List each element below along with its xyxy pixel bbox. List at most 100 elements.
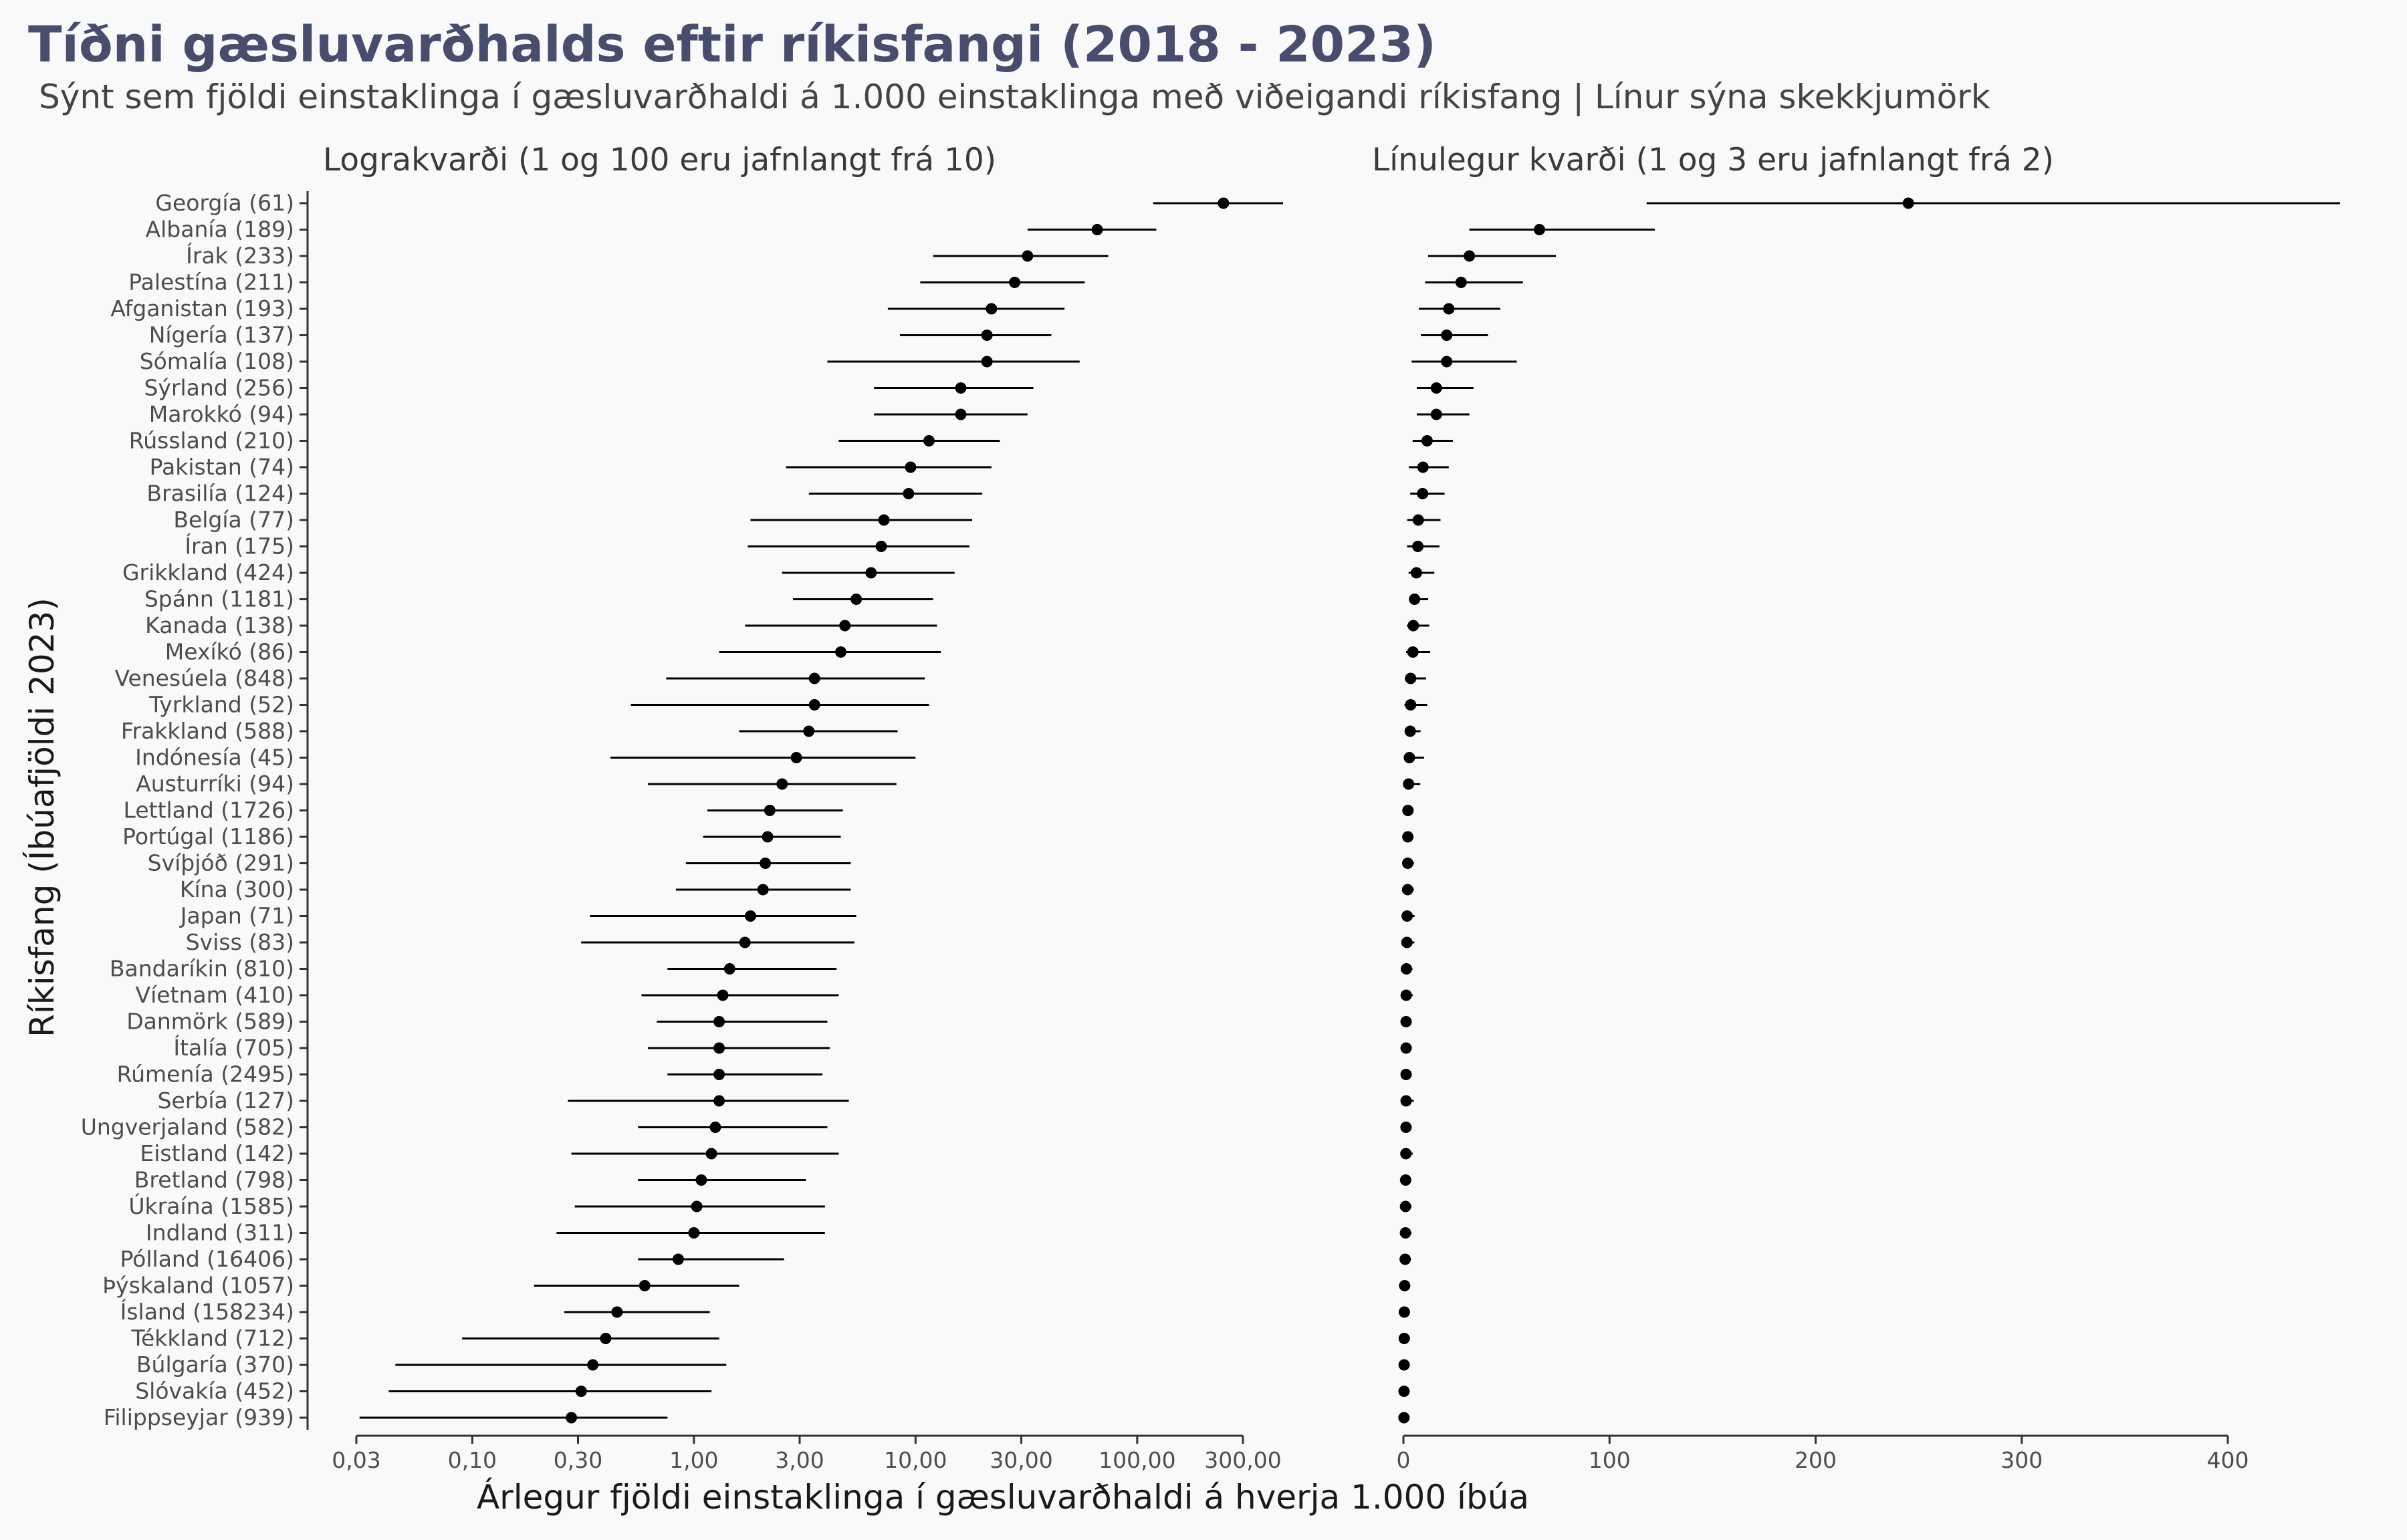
y-tick-label: Kanada (138) bbox=[145, 612, 294, 638]
y-tick-label: Japan (71) bbox=[179, 903, 294, 929]
chart-title: Tíðni gæsluvarðhalds eftir ríkisfangi (2… bbox=[28, 16, 1436, 74]
y-tick-label: Bandaríkin (810) bbox=[110, 956, 294, 982]
data-point bbox=[717, 989, 729, 1001]
data-point bbox=[1407, 646, 1419, 658]
data-point bbox=[903, 488, 915, 499]
data-point bbox=[905, 461, 917, 473]
x-tick-label: 10,00 bbox=[884, 1447, 947, 1473]
data-point bbox=[1399, 1253, 1411, 1265]
data-point bbox=[1902, 197, 1914, 209]
y-tick-label: Víetnam (410) bbox=[136, 982, 295, 1008]
data-point bbox=[1218, 197, 1230, 209]
data-point bbox=[757, 884, 769, 896]
y-tick-label: Tékkland (712) bbox=[130, 1325, 294, 1352]
data-point bbox=[1441, 356, 1453, 368]
data-point bbox=[1399, 1227, 1411, 1239]
data-point bbox=[1398, 1359, 1410, 1371]
data-point bbox=[1441, 330, 1453, 341]
y-tick-label: Rúmenía (2495) bbox=[117, 1061, 294, 1087]
y-tick-label: Venesúela (848) bbox=[114, 665, 294, 691]
x-tick-label: 300,00 bbox=[1204, 1447, 1281, 1473]
data-point bbox=[1421, 435, 1433, 446]
y-tick-label: Slóvakía (452) bbox=[135, 1378, 294, 1404]
data-point bbox=[776, 778, 788, 790]
x-tick-label: 0,30 bbox=[554, 1447, 602, 1473]
y-tick-label: Danmörk (589) bbox=[126, 1009, 294, 1035]
data-point bbox=[1400, 963, 1412, 975]
data-point bbox=[713, 1069, 725, 1080]
data-point bbox=[1400, 1148, 1412, 1160]
y-tick-label: Palestína (211) bbox=[128, 269, 294, 295]
data-point bbox=[803, 725, 815, 737]
data-point bbox=[688, 1227, 700, 1239]
data-point bbox=[639, 1280, 651, 1291]
x-tick-label: 0 bbox=[1397, 1447, 1411, 1473]
data-point bbox=[1401, 936, 1413, 948]
data-point bbox=[1399, 1200, 1411, 1212]
data-point bbox=[790, 752, 802, 763]
data-point bbox=[955, 408, 967, 420]
data-point bbox=[762, 831, 774, 843]
data-point bbox=[611, 1306, 623, 1318]
data-point bbox=[981, 356, 993, 368]
x-tick-label: 100 bbox=[1589, 1447, 1631, 1473]
y-tick-label: Pakistan (74) bbox=[150, 454, 294, 480]
y-tick-label: Austurríki (94) bbox=[136, 771, 294, 797]
data-point bbox=[865, 567, 877, 579]
data-point bbox=[1464, 250, 1476, 262]
y-tick-label: Afganistan (193) bbox=[110, 295, 294, 322]
data-point bbox=[1402, 831, 1414, 843]
data-point bbox=[850, 594, 863, 605]
y-axis-title: Ríkisfang (Íbúafjöldi 2023) bbox=[22, 598, 62, 1037]
data-point bbox=[1401, 910, 1413, 922]
data-point bbox=[1022, 250, 1034, 262]
x-tick-label: 100,00 bbox=[1099, 1447, 1175, 1473]
y-tick-label: Albanía (189) bbox=[146, 217, 294, 243]
y-tick-label: Indland (311) bbox=[146, 1220, 294, 1246]
data-point bbox=[744, 910, 756, 922]
y-tick-label: Nígería (137) bbox=[149, 322, 294, 348]
y-tick-label: Filippseyjar (939) bbox=[104, 1404, 294, 1430]
data-point bbox=[875, 541, 887, 552]
data-point bbox=[1400, 1095, 1412, 1107]
data-point bbox=[566, 1412, 578, 1424]
y-tick-label: Ítalía (705) bbox=[173, 1034, 294, 1061]
data-point bbox=[1009, 277, 1021, 288]
data-point bbox=[1399, 1174, 1411, 1186]
data-point bbox=[1400, 1016, 1412, 1027]
y-tick-label: Búlgaría (370) bbox=[136, 1352, 294, 1378]
y-tick-label: Ungverjaland (582) bbox=[81, 1114, 294, 1140]
data-point bbox=[1409, 594, 1421, 605]
data-point bbox=[986, 303, 998, 315]
y-tick-label: Rússland (210) bbox=[129, 428, 294, 454]
data-point bbox=[878, 514, 890, 526]
x-tick-label: 0,10 bbox=[448, 1447, 497, 1473]
data-point bbox=[713, 1042, 725, 1054]
y-tick-label: Írak (233) bbox=[186, 242, 294, 269]
y-tick-label: Serbía (127) bbox=[158, 1087, 294, 1114]
data-point bbox=[981, 330, 993, 341]
y-tick-label: Sviss (83) bbox=[186, 929, 294, 955]
facet-label: Lograkvarði (1 og 100 eru jafnlangt frá … bbox=[323, 142, 996, 178]
data-point bbox=[600, 1333, 612, 1344]
data-point bbox=[587, 1359, 599, 1371]
y-tick-label: Indónesía (45) bbox=[135, 745, 294, 771]
x-tick-label: 300 bbox=[2000, 1447, 2043, 1473]
data-point bbox=[923, 435, 935, 446]
data-point bbox=[955, 382, 967, 394]
data-point bbox=[808, 672, 820, 684]
data-point bbox=[1398, 1306, 1410, 1318]
y-tick-label: Pólland (16406) bbox=[120, 1246, 294, 1272]
data-point bbox=[1401, 858, 1413, 869]
data-point bbox=[764, 805, 776, 816]
y-tick-label: Brasilía (124) bbox=[146, 481, 294, 507]
data-point bbox=[1412, 514, 1424, 526]
data-point bbox=[575, 1386, 587, 1397]
data-point bbox=[705, 1148, 717, 1160]
data-point bbox=[1403, 752, 1415, 763]
data-point bbox=[1443, 303, 1455, 315]
data-point bbox=[723, 963, 735, 975]
y-axis: Georgía (61)Albanía (189)Írak (233)Pales… bbox=[81, 190, 309, 1430]
log-scale-panel: Lograkvarði (1 og 100 eru jafnlangt frá … bbox=[323, 142, 1283, 1473]
data-point bbox=[672, 1253, 684, 1265]
